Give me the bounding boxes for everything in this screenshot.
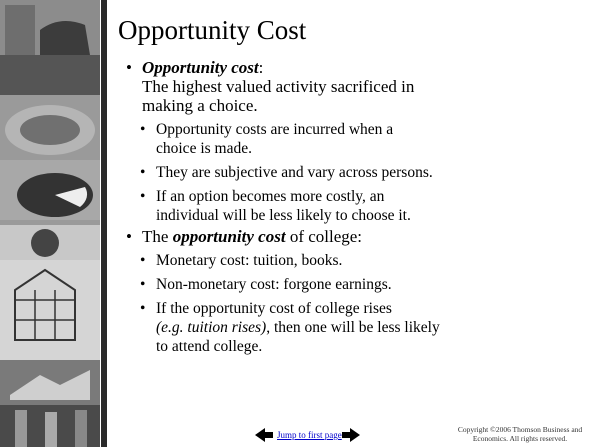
text-run: If an option becomes more costly, an — [156, 188, 385, 205]
slide-title: Opportunity Cost — [118, 15, 307, 45]
text-run: making a choice. — [142, 96, 258, 115]
sidebar-images — [0, 0, 100, 447]
text-run: The — [142, 227, 173, 246]
text-run: The highest valued activity sacrificed i… — [142, 77, 415, 96]
sub-bullet: If the opportunity cost of college rises… — [138, 299, 586, 356]
text-run: , then one will be less likely — [266, 319, 440, 336]
sub-bullet: If an option becomes more costly, an indi… — [138, 187, 586, 225]
text-run: Monetary cost: tuition, books. — [156, 252, 343, 269]
text-run: : — [258, 58, 264, 77]
sub-bullet: Non-monetary cost: forgone earnings. — [138, 275, 586, 294]
text-run: choice is made. — [156, 140, 252, 157]
text-run: individual will be less likely to choose… — [156, 207, 411, 224]
text-run: opportunity cost — [172, 227, 286, 246]
text-run: of college: — [285, 227, 363, 246]
text-run: (e.g. tuition rises) — [156, 319, 267, 336]
text-run: They are subjective and vary across pers… — [156, 164, 433, 181]
text-run: Opportunity costs are incurred when a — [156, 121, 394, 138]
sub-bullet: Opportunity costs are incurred when a cho… — [138, 120, 586, 158]
divider-bar — [101, 0, 107, 447]
sub-bullet: Monetary cost: tuition, books. — [138, 251, 586, 270]
text-run: Opportunity cost — [142, 58, 259, 77]
jump-link[interactable]: Jump to first page — [277, 430, 342, 440]
copyright: Copyright ©2006 Thomson Business and Eco… — [457, 425, 583, 443]
slide-body: Opportunity cost:The highest valued acti… — [126, 56, 586, 356]
sub-bullet: They are subjective and vary across pers… — [138, 163, 586, 182]
text-run: Non-monetary cost: forgone earnings. — [156, 276, 392, 293]
prev-arrow[interactable] — [255, 428, 275, 442]
bullet: Opportunity cost:The highest valued acti… — [126, 58, 586, 115]
text-run: If the opportunity cost of college rises — [156, 300, 392, 317]
text-run: to attend college. — [156, 338, 263, 355]
sidebar-art — [0, 0, 100, 447]
bullet: The opportunity cost of college: — [126, 227, 586, 246]
next-arrow[interactable] — [340, 428, 360, 442]
